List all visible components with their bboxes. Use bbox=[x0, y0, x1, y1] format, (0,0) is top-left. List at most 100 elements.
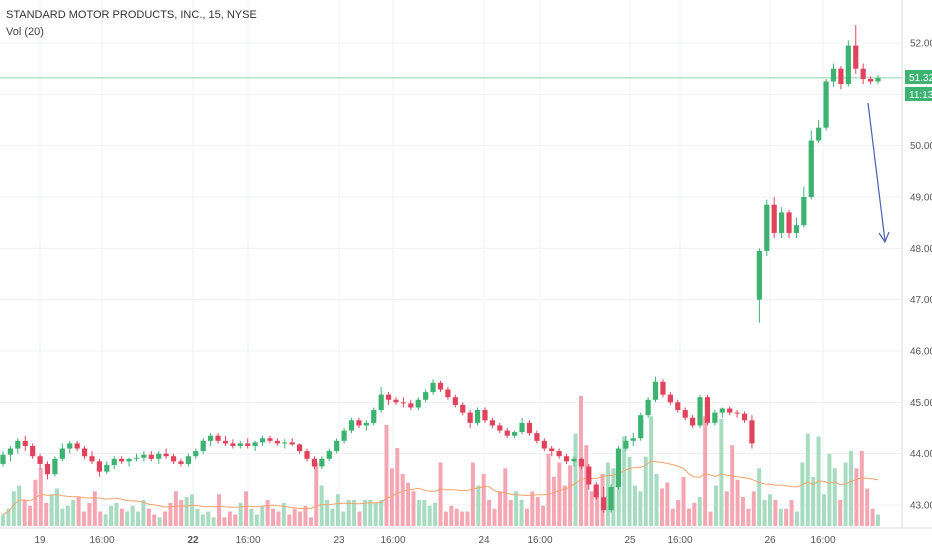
volume-bar bbox=[811, 476, 816, 526]
candle-body bbox=[460, 404, 466, 413]
volume-bar bbox=[22, 500, 27, 526]
candle-body bbox=[148, 454, 154, 459]
candlesticks bbox=[0, 25, 881, 513]
volume-bar bbox=[281, 502, 286, 526]
candle-body bbox=[274, 440, 280, 444]
candle bbox=[808, 130, 814, 200]
price-tick-label: 50.00 bbox=[910, 141, 932, 152]
time-tick-label: 22 bbox=[187, 535, 199, 546]
candle-body bbox=[779, 212, 785, 233]
volume-bar bbox=[838, 500, 843, 526]
volume-bar bbox=[595, 497, 600, 526]
candle-body bbox=[682, 410, 688, 418]
volume-bar bbox=[60, 508, 65, 526]
candle bbox=[630, 433, 636, 446]
candle-body bbox=[430, 382, 436, 393]
volume-bar bbox=[622, 436, 627, 526]
candle-body bbox=[645, 399, 651, 416]
candle-body bbox=[556, 451, 562, 457]
volume-bar bbox=[832, 468, 837, 526]
volume-bar bbox=[341, 511, 346, 526]
chart-grid bbox=[0, 0, 902, 528]
candle bbox=[81, 445, 88, 459]
candle-body bbox=[571, 458, 577, 462]
price-tick-label: 49.00 bbox=[910, 193, 932, 204]
candle-body bbox=[801, 197, 807, 226]
candle bbox=[512, 430, 518, 439]
time-axis[interactable]: 19 16:00 22 16:00 23 16:00 24 16:00 25 16:00 26 16:… bbox=[34, 535, 836, 546]
candle bbox=[437, 380, 444, 393]
candle-body bbox=[652, 381, 659, 400]
volume-bar bbox=[400, 474, 405, 526]
time-tick-label: 23 bbox=[333, 535, 345, 546]
candle bbox=[104, 461, 110, 475]
candle-body bbox=[526, 422, 533, 434]
time-tick-label: 16:00 bbox=[527, 535, 552, 546]
candle bbox=[697, 394, 703, 428]
volume-bar bbox=[76, 497, 81, 526]
candle bbox=[608, 484, 614, 513]
candle-body bbox=[378, 394, 384, 411]
volume-bar bbox=[276, 511, 281, 526]
candle bbox=[319, 456, 325, 470]
volume-bar bbox=[870, 508, 875, 526]
candle-body bbox=[764, 204, 770, 251]
volume-bar bbox=[746, 508, 751, 526]
volume-bar bbox=[492, 508, 497, 526]
candle-body bbox=[126, 458, 132, 462]
candle bbox=[156, 451, 162, 464]
candle-body bbox=[44, 463, 51, 475]
arrow-head bbox=[878, 231, 890, 244]
volume-bar bbox=[254, 514, 259, 526]
candle bbox=[467, 410, 473, 428]
candle-body bbox=[690, 417, 696, 426]
volume-bar bbox=[519, 500, 524, 526]
candle bbox=[371, 407, 377, 426]
volume-bar bbox=[379, 500, 384, 526]
candle-body bbox=[445, 389, 451, 398]
volume-bar bbox=[497, 491, 502, 526]
price-axis[interactable]: 43.00 44.00 45.00 46.00 47.00 48.00 49.00 50.00… bbox=[910, 39, 932, 512]
volume-bar bbox=[222, 517, 227, 526]
candle-body bbox=[756, 250, 762, 300]
candle-body bbox=[423, 392, 429, 400]
volume-bar bbox=[638, 491, 643, 526]
candle bbox=[341, 428, 347, 444]
volume-bar bbox=[233, 514, 238, 526]
down-arrow-annotation[interactable] bbox=[867, 102, 890, 244]
candle-body bbox=[675, 402, 681, 411]
volume-bar bbox=[65, 505, 70, 526]
candle-body bbox=[282, 442, 288, 444]
volume-bar bbox=[44, 502, 49, 526]
volume-bar bbox=[778, 508, 783, 526]
time-tick-label: 16:00 bbox=[89, 535, 114, 546]
volume-bar bbox=[821, 494, 826, 526]
candle bbox=[0, 451, 6, 467]
candle bbox=[7, 445, 14, 462]
candle-body bbox=[230, 443, 236, 446]
candle-body bbox=[67, 443, 73, 449]
candle-body bbox=[89, 456, 95, 462]
candle-body bbox=[452, 397, 458, 405]
candle bbox=[593, 481, 599, 500]
candle-body bbox=[400, 402, 407, 404]
candle bbox=[534, 430, 540, 444]
candle bbox=[756, 248, 762, 323]
candle-body bbox=[297, 444, 303, 452]
candle-body bbox=[408, 403, 414, 408]
volume-bar bbox=[487, 500, 492, 526]
last-price-value: 51.32 bbox=[909, 73, 932, 84]
volume-bar bbox=[362, 500, 367, 526]
volume-bar bbox=[676, 500, 681, 526]
candle bbox=[660, 379, 666, 398]
price-tick-label: 46.00 bbox=[910, 347, 932, 358]
candle-body bbox=[104, 464, 110, 472]
price-tick-label: 44.00 bbox=[910, 449, 932, 460]
volume-bar bbox=[735, 479, 740, 526]
candle bbox=[838, 66, 844, 90]
volume-bar bbox=[762, 500, 767, 526]
candle-body bbox=[697, 397, 703, 426]
volume-bar bbox=[805, 433, 810, 526]
volume-bar bbox=[184, 497, 189, 526]
